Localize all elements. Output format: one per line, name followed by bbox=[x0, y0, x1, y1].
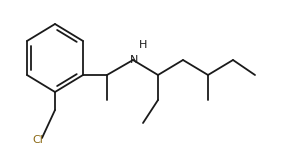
Text: Cl: Cl bbox=[33, 135, 43, 145]
Text: H: H bbox=[139, 40, 147, 50]
Text: N: N bbox=[130, 55, 138, 65]
